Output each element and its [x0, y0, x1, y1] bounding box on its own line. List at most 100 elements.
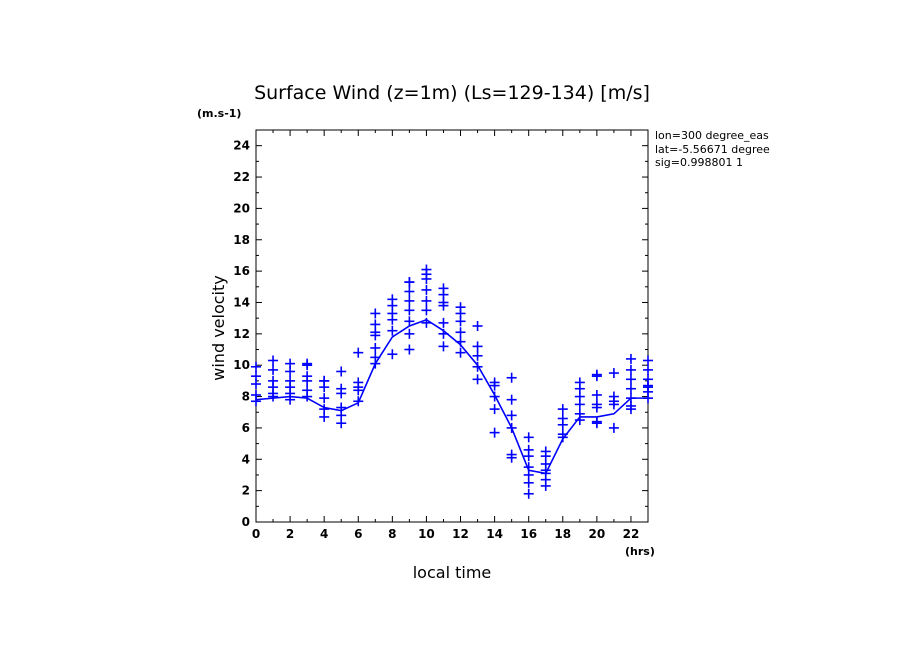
mean-wind-line [255, 318, 648, 475]
data-point-plus [268, 375, 279, 386]
data-point-plus [540, 446, 551, 457]
data-point-plus [489, 391, 500, 402]
data-point-plus [404, 344, 415, 355]
x-tick-label: 10 [418, 527, 435, 541]
data-point-plus [285, 375, 296, 386]
data-point-plus [387, 325, 398, 336]
x-tick-label: 20 [589, 527, 606, 541]
y-tick-label: 2 [242, 484, 250, 498]
data-point-plus [370, 319, 381, 330]
data-point-plus [472, 341, 483, 352]
data-point-plus [370, 342, 381, 353]
data-point-plus [506, 410, 517, 421]
data-point-plus [421, 284, 432, 295]
data-point-plus [557, 404, 568, 415]
data-point-plus [421, 305, 432, 316]
y-tick-label: 22 [233, 170, 250, 184]
x-tick-label: 14 [486, 527, 503, 541]
plot-area [251, 264, 653, 499]
data-point-plus [421, 264, 432, 275]
x-unit-label: (hrs) [625, 545, 655, 558]
y-tick-label: 4 [242, 452, 250, 466]
y-tick-label: 6 [242, 421, 250, 435]
info-line-sig: sig=0.998801 1 [655, 156, 743, 169]
data-point-plus [625, 374, 636, 385]
data-point-plus [302, 385, 313, 396]
data-point-plus [438, 317, 449, 328]
data-point-plus [591, 369, 602, 380]
data-point-plus [268, 355, 279, 366]
y-tick-label: 18 [233, 233, 250, 247]
data-point-plus [472, 321, 483, 331]
data-point-plus [302, 371, 313, 382]
data-point-plus [438, 283, 449, 294]
data-point-plus [506, 372, 517, 383]
x-tick-label: 8 [388, 527, 396, 541]
data-point-plus [421, 295, 432, 306]
data-point-plus [591, 399, 602, 410]
data-point-plus [421, 317, 432, 328]
data-point-plus [557, 429, 568, 440]
data-point-plus [455, 327, 466, 338]
x-tick-label: 22 [623, 527, 640, 541]
data-point-plus [523, 432, 534, 443]
data-point-plus [370, 308, 381, 319]
x-tick-label: 16 [520, 527, 537, 541]
data-point-plus [353, 347, 364, 358]
y-axis-label: wind velocity [209, 275, 228, 380]
x-tick-label: 6 [354, 527, 362, 541]
data-point-plus [643, 355, 653, 366]
y-tick-label: 14 [233, 295, 250, 309]
x-tick-label: 18 [554, 527, 571, 541]
data-point-plus [472, 350, 483, 361]
data-point-plus [268, 364, 279, 375]
data-point-plus [489, 377, 500, 388]
data-point-plus [404, 295, 415, 306]
info-line-lon: lon=300 degree_eas [655, 129, 769, 142]
y-tick-label: 16 [233, 264, 250, 278]
data-point-plus [404, 305, 415, 316]
y-unit-label: (m.s-1) [197, 107, 241, 120]
plot-frame [255, 129, 649, 523]
data-point-plus [455, 336, 466, 347]
data-point-plus [506, 394, 517, 405]
data-point-plus [438, 328, 449, 339]
data-point-plus [523, 444, 534, 455]
data-point-plus [523, 488, 534, 499]
data-point-plus [643, 374, 653, 385]
x-tick-label: 0 [252, 527, 260, 541]
data-point-plus [404, 286, 415, 297]
data-point-plus [336, 366, 347, 377]
data-point-plus [574, 408, 585, 419]
data-point-plus [251, 361, 261, 372]
data-point-plus [353, 377, 364, 388]
data-point-plus [455, 347, 466, 358]
data-point-plus [643, 364, 653, 375]
data-point-plus [608, 422, 619, 433]
data-point-plus [625, 353, 636, 364]
data-point-plus [285, 358, 296, 369]
data-point-plus [353, 396, 364, 407]
data-point-plus [319, 393, 330, 404]
data-point-plus [506, 422, 517, 433]
x-tick-label: 2 [286, 527, 294, 541]
data-point-plus [404, 316, 415, 327]
data-point-plus [387, 294, 398, 305]
data-point-plus [319, 375, 330, 386]
data-point-plus [591, 389, 602, 400]
data-point-plus [387, 349, 398, 360]
y-tick-label: 10 [233, 358, 250, 372]
data-point-plus [336, 383, 347, 394]
data-point-plus [557, 413, 568, 424]
info-line-lat: lat=-5.56671 degree [655, 143, 770, 156]
x-axis-label: local time [413, 563, 492, 582]
y-tick-label: 0 [242, 515, 250, 529]
data-point-plus [404, 277, 415, 288]
y-tick-label: 12 [233, 327, 250, 341]
data-point-plus [625, 393, 636, 404]
data-point-plus [506, 449, 517, 460]
y-tick-label: 20 [233, 201, 250, 215]
data-point-plus [472, 374, 483, 385]
data-point-plus [251, 371, 261, 382]
